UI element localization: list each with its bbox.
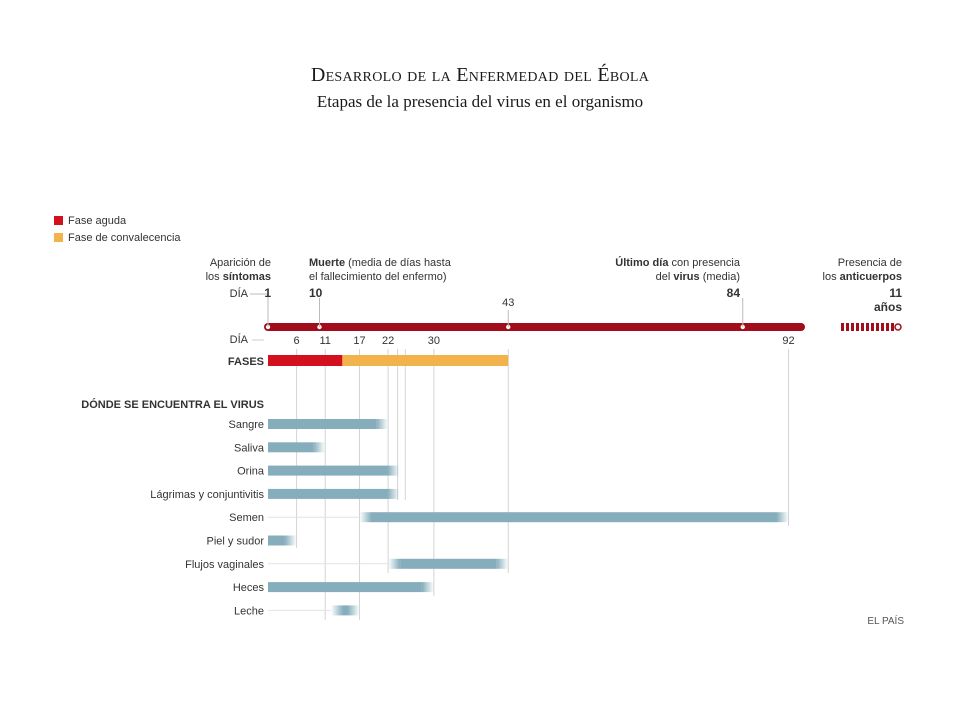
event-label: los síntomas: [206, 271, 271, 283]
series-bar-fade: [387, 488, 400, 499]
source-label: EL PAÍS: [867, 614, 904, 627]
series-bar: [400, 558, 497, 569]
series-label: Leche: [234, 605, 264, 617]
series-bar-fade: [496, 558, 509, 569]
axis-tick-label: 11: [319, 335, 330, 347]
timeline-dash: [886, 323, 889, 331]
series-bar: [268, 488, 388, 499]
timeline-dash: [891, 323, 894, 331]
series-bar-fade: [359, 512, 372, 523]
event-label: del virus (media): [656, 271, 740, 283]
series-label: Lágrimas y conjuntivitis: [150, 489, 264, 501]
timeline-dash: [866, 323, 869, 331]
timeline-dash: [861, 323, 864, 331]
series-label: Saliva: [234, 442, 265, 454]
series-label: Heces: [233, 582, 265, 594]
series-bar: [268, 535, 285, 546]
series-label: Flujos vaginales: [185, 559, 264, 571]
timeline-dash: [881, 323, 884, 331]
series-bar-fade: [421, 582, 434, 593]
legend-swatch: [54, 216, 63, 225]
series-label: Sangre: [229, 419, 264, 431]
series-label: Orina: [237, 466, 265, 478]
antibodies-marker: [894, 323, 902, 331]
event-label: el fallecimiento del enfermo): [309, 271, 447, 283]
series-bar: [268, 582, 422, 593]
phase-bar: [342, 355, 509, 366]
section-label: DÓNDE SE ENCUENTRA EL VIRUS: [81, 398, 264, 411]
legend-label: Fase aguda: [68, 215, 127, 227]
event-label: Aparición de: [210, 257, 271, 269]
timeline-dash: [856, 323, 859, 331]
tick-row-label: DÍA: [230, 333, 249, 346]
series-bar-fade: [330, 605, 343, 616]
series-bar: [371, 512, 777, 523]
series-bar: [268, 442, 314, 453]
series-bar-fade: [284, 535, 297, 546]
axis-tick-label: 22: [382, 335, 394, 347]
timeline-dash: [841, 323, 844, 331]
series-bar-fade: [313, 442, 326, 453]
series-bar-fade: [388, 558, 401, 569]
event-day-value: 84: [727, 286, 741, 300]
event-day-value: 1: [264, 286, 271, 300]
antibodies-value: 11: [889, 286, 902, 300]
series-label: Semen: [229, 512, 264, 524]
axis-tick-label: 30: [428, 335, 440, 347]
event-label: Último día con presencia: [615, 256, 741, 269]
series-bar: [268, 419, 377, 429]
series-bar-fade: [387, 465, 400, 476]
event-day-value: 43: [502, 297, 514, 309]
series-bar-fade: [347, 605, 360, 616]
timeline-dash: [851, 323, 854, 331]
axis-tick-label: 6: [294, 335, 300, 347]
timeline-dash: [876, 323, 879, 331]
timeline-dash: [846, 323, 849, 331]
phase-bar: [268, 355, 343, 366]
series-bar-fade: [376, 419, 389, 429]
antibodies-unit: años: [874, 300, 902, 314]
series-bar-fade: [776, 512, 789, 523]
legend-swatch: [54, 233, 63, 242]
series-bar: [342, 605, 348, 616]
legend-label: Fase de convalecencia: [68, 232, 181, 244]
series-bar: [268, 465, 388, 476]
event-day-value: 10: [309, 286, 323, 300]
phases-label: FASES: [228, 356, 264, 368]
chart-subtitle: Etapas de la presencia del virus en el o…: [316, 92, 644, 111]
antibodies-label: los anticuerpos: [823, 271, 902, 283]
chart-title: Desarrolo de la Enfermedad del Ébola: [310, 64, 650, 86]
timeline-dash: [871, 323, 874, 331]
axis-tick-label: 92: [782, 335, 794, 347]
event-day-label: DÍA: [230, 287, 249, 300]
event-label: Muerte (media de días hasta: [309, 257, 452, 269]
antibodies-label: Presencia de: [838, 257, 902, 269]
series-label: Piel y sudor: [207, 536, 265, 548]
axis-tick-label: 17: [353, 335, 365, 347]
